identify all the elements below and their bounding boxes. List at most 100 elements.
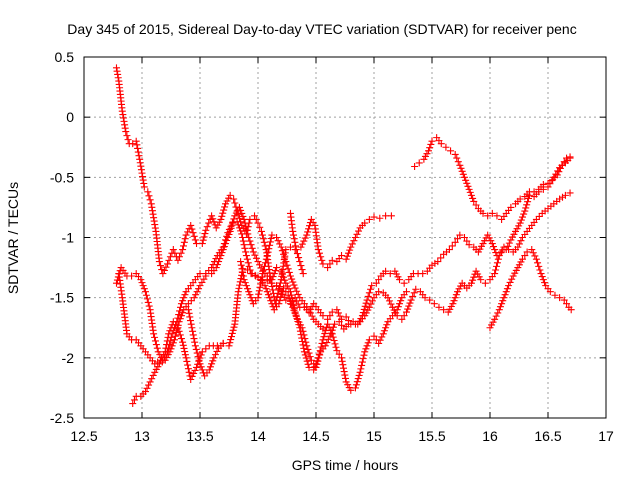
- data-point: [140, 285, 148, 293]
- data-point: [360, 351, 368, 359]
- data-point: [137, 166, 145, 174]
- data-point: [338, 357, 346, 365]
- series-track-5: [411, 134, 574, 223]
- y-tick-label: -1: [62, 230, 75, 246]
- data-point: [291, 308, 299, 316]
- data-point: [503, 285, 511, 293]
- data-point: [291, 238, 299, 246]
- data-point: [201, 230, 209, 238]
- series-track-9: [286, 209, 307, 278]
- data-point: [382, 267, 390, 275]
- data-point: [144, 298, 152, 306]
- data-point: [244, 230, 252, 238]
- data-point: [365, 215, 373, 223]
- data-point: [292, 311, 300, 319]
- data-point: [273, 234, 281, 241]
- data-point: [194, 353, 202, 361]
- data-point: [324, 315, 332, 323]
- data-point: [332, 343, 340, 351]
- data-point: [500, 243, 508, 251]
- data-point: [319, 325, 327, 333]
- data-point: [205, 366, 213, 374]
- data-point: [462, 176, 470, 184]
- data-point: [316, 347, 324, 355]
- data-point: [121, 124, 129, 132]
- data-point: [294, 290, 302, 298]
- data-point: [380, 327, 388, 335]
- data-point: [324, 264, 332, 272]
- data-point: [484, 212, 492, 220]
- data-point: [294, 300, 302, 308]
- data-point: [236, 281, 244, 289]
- data-point: [219, 246, 227, 254]
- data-point: [146, 196, 154, 204]
- data-point: [243, 226, 251, 234]
- data-point: [121, 121, 129, 129]
- data-point: [227, 224, 235, 232]
- data-point: [318, 339, 326, 347]
- data-point: [492, 262, 500, 270]
- data-point: [226, 339, 234, 347]
- data-point: [261, 282, 269, 290]
- data-point: [317, 253, 325, 261]
- series-track-8: [184, 306, 227, 380]
- data-point: [367, 300, 375, 308]
- data-point: [223, 237, 231, 245]
- data-point: [222, 240, 230, 248]
- data-point: [217, 252, 225, 260]
- data-point: [184, 228, 192, 236]
- data-point: [217, 215, 225, 223]
- data-point: [333, 306, 341, 314]
- data-point: [208, 212, 216, 220]
- data-point: [282, 296, 290, 304]
- data-point: [244, 266, 252, 274]
- data-point: [290, 301, 298, 309]
- data-point: [505, 282, 513, 290]
- data-point: [284, 265, 292, 273]
- data-point: [508, 275, 516, 283]
- data-point: [477, 276, 485, 284]
- data-point: [306, 353, 314, 361]
- data-point: [319, 260, 327, 268]
- data-point: [133, 141, 141, 149]
- data-point: [453, 154, 461, 162]
- data-point: [196, 360, 204, 368]
- data-point: [155, 258, 163, 266]
- data-point: [341, 371, 349, 379]
- data-point: [506, 278, 514, 286]
- data-point: [501, 291, 509, 299]
- data-point: [184, 306, 192, 314]
- data-point: [177, 335, 185, 343]
- data-point: [558, 161, 566, 169]
- data-point: [141, 388, 149, 396]
- data-point: [535, 262, 543, 270]
- data-point: [187, 297, 195, 305]
- data-point: [315, 249, 323, 257]
- data-point: [528, 246, 536, 254]
- data-point: [267, 297, 275, 305]
- data-point: [202, 345, 210, 353]
- data-point: [296, 327, 304, 335]
- data-point: [493, 259, 501, 267]
- data-point: [379, 330, 387, 338]
- data-point: [282, 246, 290, 254]
- data-point: [147, 200, 155, 208]
- data-point: [239, 272, 247, 280]
- data-point: [464, 182, 472, 190]
- data-point: [290, 281, 298, 289]
- data-point: [271, 267, 279, 275]
- data-point: [198, 348, 206, 356]
- data-point: [237, 206, 245, 214]
- data-point: [447, 147, 455, 155]
- data-point: [328, 256, 336, 264]
- data-point: [172, 329, 180, 337]
- data-point: [507, 203, 515, 211]
- data-point: [193, 349, 201, 357]
- data-point: [560, 158, 568, 166]
- data-point: [197, 351, 205, 359]
- data-point: [262, 255, 270, 263]
- data-point: [151, 333, 159, 341]
- data-point: [458, 167, 466, 175]
- data-point: [218, 249, 226, 257]
- data-point: [151, 221, 159, 229]
